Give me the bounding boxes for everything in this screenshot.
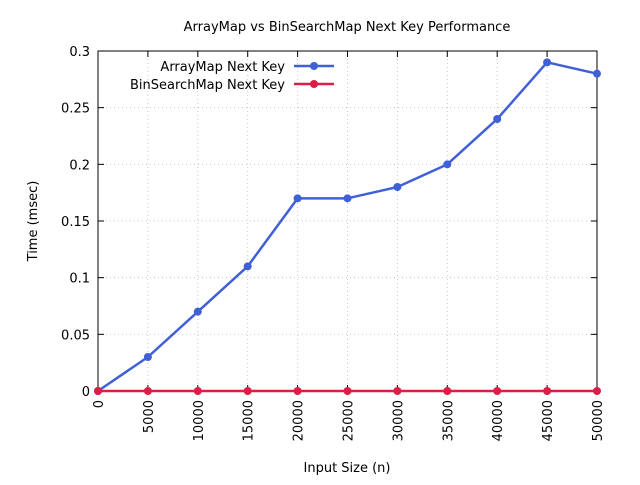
data-point bbox=[293, 387, 302, 395]
data-point bbox=[293, 194, 302, 203]
data-point bbox=[193, 387, 202, 395]
data-point bbox=[193, 307, 202, 316]
data-point bbox=[443, 387, 452, 395]
y-tick-label: 0.3 bbox=[69, 45, 90, 60]
legend-entry: BinSearchMap Next Key bbox=[130, 78, 334, 93]
grid bbox=[98, 51, 597, 391]
legend-label: ArrayMap Next Key bbox=[160, 60, 285, 75]
chart-title: ArrayMap vs BinSearchMap Next Key Perfor… bbox=[184, 20, 511, 35]
y-tick-label: 0.1 bbox=[69, 272, 90, 287]
data-point bbox=[493, 115, 502, 123]
x-tick-label: 0 bbox=[92, 400, 107, 408]
data-point bbox=[543, 58, 552, 67]
data-point bbox=[343, 194, 352, 203]
data-point bbox=[94, 387, 102, 395]
data-point bbox=[243, 387, 252, 395]
data-point bbox=[393, 387, 402, 395]
x-tick-label: 50000 bbox=[591, 400, 606, 441]
x-tick-label: 30000 bbox=[391, 400, 406, 441]
y-tick-label: 0.05 bbox=[61, 328, 90, 343]
x-tick-label: 10000 bbox=[192, 400, 207, 441]
series bbox=[94, 58, 601, 395]
data-point bbox=[143, 353, 152, 361]
data-point bbox=[593, 387, 601, 395]
y-axis-title: Time (msec) bbox=[26, 181, 41, 263]
ticks: 0 5000 10000 15000 20000 25000 30000 35000 40000… bbox=[61, 45, 606, 441]
data-point bbox=[593, 69, 601, 78]
data-point bbox=[493, 387, 502, 395]
series-1 bbox=[94, 58, 601, 395]
y-tick-label: 0 bbox=[82, 385, 90, 400]
data-point bbox=[343, 387, 352, 395]
x-tick-label: 25000 bbox=[342, 400, 357, 441]
x-axis-title: Input Size (n) bbox=[304, 461, 391, 476]
legend-swatch-marker bbox=[310, 62, 318, 70]
x-tick-label: 20000 bbox=[292, 400, 307, 441]
data-point bbox=[443, 160, 452, 169]
y-tick-label: 0.25 bbox=[61, 102, 90, 117]
data-point bbox=[243, 262, 252, 271]
series-2 bbox=[94, 387, 601, 395]
data-point bbox=[393, 183, 402, 191]
x-tick-label: 45000 bbox=[541, 400, 556, 441]
y-tick-label: 0.15 bbox=[61, 215, 90, 230]
data-point bbox=[143, 387, 152, 395]
x-tick-label: 40000 bbox=[491, 400, 506, 441]
x-tick-label: 5000 bbox=[142, 400, 157, 433]
legend: ArrayMap Next Key BinSearchMap Next Key bbox=[130, 60, 334, 93]
x-tick-label: 35000 bbox=[441, 400, 456, 441]
legend-swatch-marker bbox=[310, 80, 318, 88]
y-tick-label: 0.2 bbox=[69, 158, 90, 173]
legend-label: BinSearchMap Next Key bbox=[130, 78, 285, 93]
legend-entry: ArrayMap Next Key bbox=[160, 60, 334, 75]
x-tick-label: 15000 bbox=[242, 400, 257, 441]
data-point bbox=[543, 387, 552, 395]
